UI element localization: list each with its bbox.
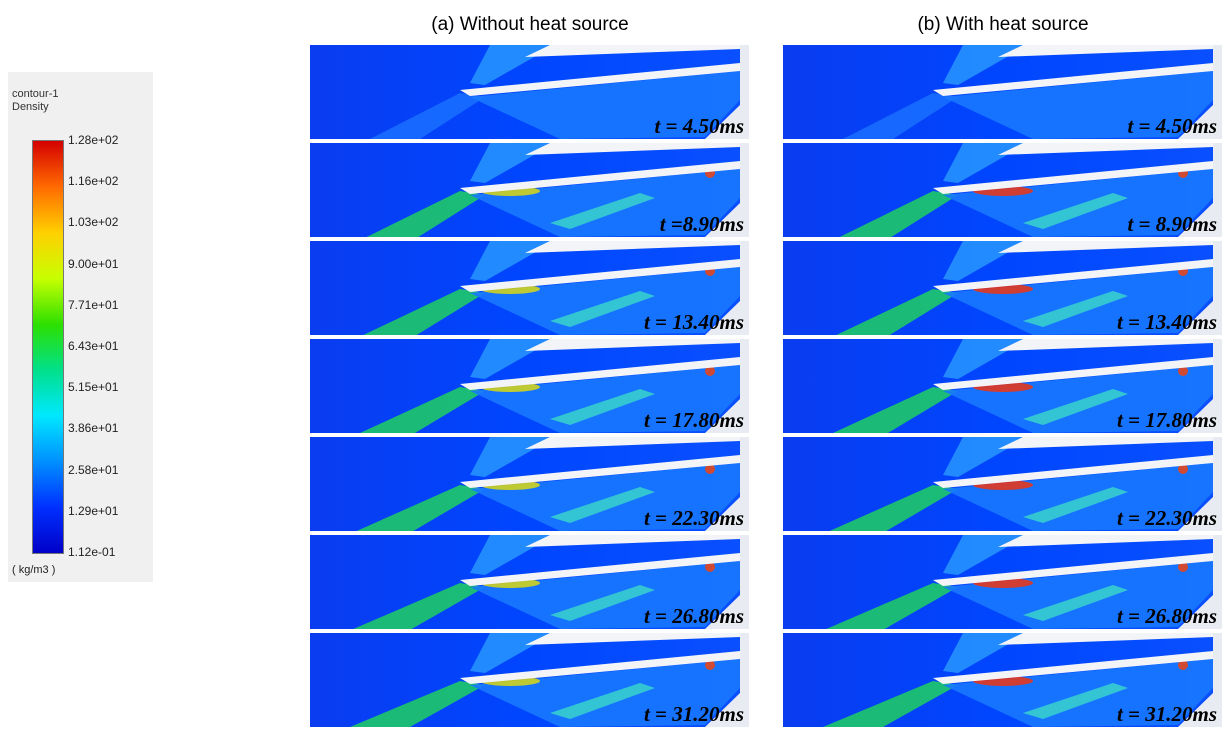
wall (740, 633, 749, 693)
wall (740, 437, 749, 497)
time-label: t = 26.80ms (1117, 604, 1217, 628)
colorbar-tick-label: 1.29e+01 (68, 504, 118, 518)
colorbar (32, 140, 64, 554)
time-label: t =8.90ms (660, 212, 744, 236)
figure: contour-1 Density ( kg/m3 ) 1.28e+02 1.16… (0, 0, 1228, 733)
contour-panel: t = 17.80ms (310, 339, 749, 433)
colorbar-tick-label: 2.58e+01 (68, 463, 118, 477)
colorbar-tick-label: 1.28e+02 (68, 133, 118, 147)
time-label: t = 13.40ms (1117, 310, 1217, 334)
wall (1213, 241, 1222, 301)
colorbar-panel: contour-1 Density ( kg/m3 ) 1.28e+02 1.16… (8, 72, 153, 582)
contour-panel: t = 26.80ms (783, 535, 1222, 629)
contour-panel: t = 31.20ms (783, 633, 1222, 727)
time-label: t = 17.80ms (644, 408, 744, 432)
colorbar-tick-label: 1.12e-01 (68, 545, 115, 559)
contour-panel: t = 22.30ms (783, 437, 1222, 531)
colorbar-tick-label: 6.43e+01 (68, 339, 118, 353)
wall (1213, 437, 1222, 497)
time-label: t = 31.20ms (1117, 702, 1217, 726)
colorbar-tick-label: 1.16e+02 (68, 174, 118, 188)
time-label: t = 4.50ms (654, 114, 744, 138)
column-title: (a) Without heat source (310, 14, 750, 36)
wall (740, 339, 749, 399)
contour-panel: t = 8.90ms (783, 143, 1222, 237)
contour-panel: t = 26.80ms (310, 535, 749, 629)
wall (1213, 45, 1222, 105)
wall (740, 45, 749, 105)
time-label: t = 26.80ms (644, 604, 744, 628)
time-label: t = 17.80ms (1117, 408, 1217, 432)
wall (1213, 143, 1222, 203)
colorbar-header: contour-1 Density (12, 88, 58, 114)
time-label: t = 31.20ms (644, 702, 744, 726)
time-label: t = 4.50ms (1127, 114, 1217, 138)
contour-panel: t = 13.40ms (310, 241, 749, 335)
contour-panel: t = 22.30ms (310, 437, 749, 531)
wall (740, 535, 749, 595)
contour-panel: t =8.90ms (310, 143, 749, 237)
quantity-name: Density (12, 101, 58, 114)
wall (1213, 535, 1222, 595)
wall (740, 241, 749, 301)
contour-panel: t = 31.20ms (310, 633, 749, 727)
time-label: t = 22.30ms (1117, 506, 1217, 530)
colorbar-tick-label: 9.00e+01 (68, 257, 118, 271)
colorbar-tick-label: 7.71e+01 (68, 298, 118, 312)
unit-label: ( kg/m3 ) (12, 564, 55, 576)
wall (1213, 633, 1222, 693)
contour-panel: t = 4.50ms (783, 45, 1222, 139)
colorbar-tick-label: 3.86e+01 (68, 421, 118, 435)
contour-name: contour-1 (12, 88, 58, 101)
time-label: t = 8.90ms (1127, 212, 1217, 236)
contour-panel: t = 4.50ms (310, 45, 749, 139)
time-label: t = 13.40ms (644, 310, 744, 334)
column-title: (b) With heat source (783, 14, 1223, 36)
contour-panel: t = 17.80ms (783, 339, 1222, 433)
contour-panel: t = 13.40ms (783, 241, 1222, 335)
colorbar-tick-label: 5.15e+01 (68, 380, 118, 394)
wall (1213, 339, 1222, 399)
colorbar-tick-label: 1.03e+02 (68, 215, 118, 229)
time-label: t = 22.30ms (644, 506, 744, 530)
wall (740, 143, 749, 203)
